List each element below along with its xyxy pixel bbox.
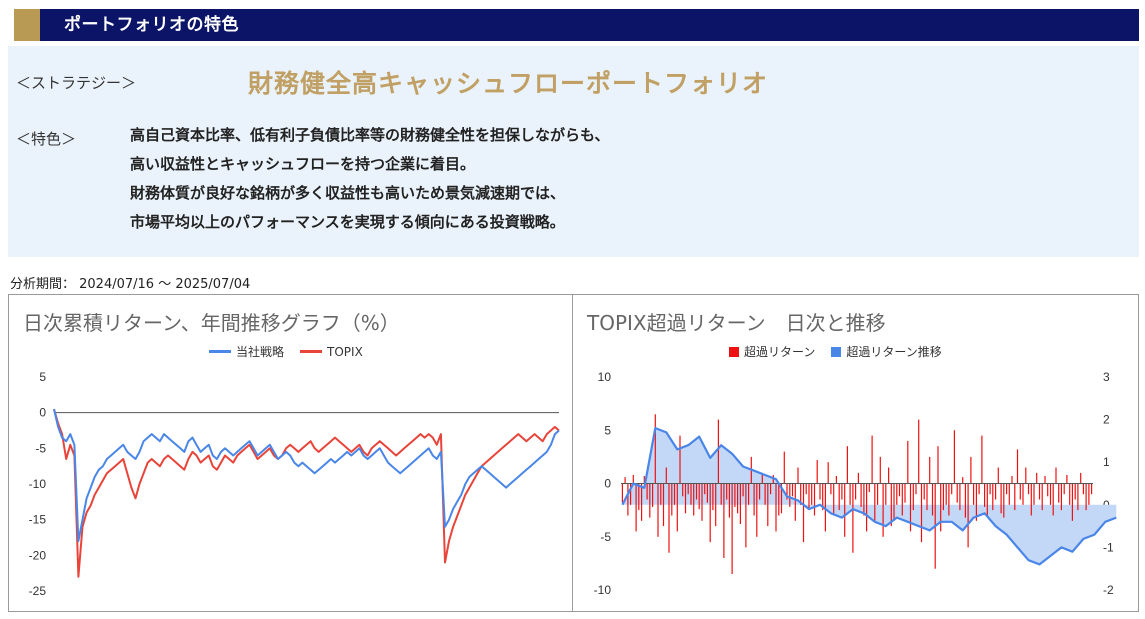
y-tick-label: -15 — [29, 513, 47, 527]
legend-swatch — [831, 346, 842, 357]
legend-item-topix: TOPIX — [300, 345, 363, 359]
y-tick-label: -20 — [29, 548, 47, 562]
cumulative-return-chart: 5 0 -5 -10 -15 -20 -25 日次累積リターン、年間推移グラフ（%） 当社戦… — [8, 294, 573, 612]
y-tick-label-right: 0 — [1103, 498, 1110, 512]
chart-title: TOPIX超過リターン 日次と推移 — [587, 311, 886, 335]
trend-line — [621, 427, 1117, 566]
y-tick-label: 5 — [39, 370, 46, 384]
feature-line: 高自己資本比率、低有利子負債比率等の財務健全性を担保しながらも、 — [130, 126, 610, 144]
y-tick-label-left: 10 — [598, 370, 612, 384]
features-label: ＜特色＞ — [16, 130, 77, 148]
y-tick-label-right: -2 — [1103, 583, 1114, 597]
cumulative-return-plot: 5 0 -5 -10 -15 -20 -25 — [29, 370, 560, 598]
legend-item-excess: 超過リターン — [729, 343, 815, 360]
legend-item-trend: 超過リターン推移 — [831, 343, 942, 360]
chart-title: 日次累積リターン、年間推移グラフ（%） — [23, 311, 400, 335]
legend-label: TOPIX — [327, 344, 363, 359]
feature-line: 高い収益性とキャッシュフローを持つ企業に着目。 — [130, 155, 476, 173]
y-tick-label-right: 1 — [1103, 455, 1110, 469]
analysis-period: 分析期間： 2024/07/16 ～ 2025/07/04 — [10, 277, 251, 292]
legend-label: 当社戦略 — [236, 345, 285, 359]
y-tick-label-right: 2 — [1103, 413, 1110, 427]
legend: 当社戦略 TOPIX — [209, 343, 379, 360]
y-tick-label-left: -10 — [594, 583, 612, 597]
legend-swatch — [729, 346, 739, 357]
info-panel: ＜ストラテジー＞ 財務健全高キャッシュフローポートフォリオ ＜特色＞ 高自己資本… — [8, 46, 1139, 257]
legend-swatch — [209, 350, 231, 353]
strategy-label: ＜ストラテジー＞ — [16, 74, 137, 92]
feature-line: 市場平均以上のパフォーマンスを実現する傾向にある投資戦略。 — [130, 213, 565, 231]
header-title: ポートフォリオの特色 — [64, 15, 239, 35]
feature-line: 財務体質が良好な銘柄が多く収益性も高いため景気減速期では、 — [130, 184, 566, 202]
y-tick-label: -5 — [35, 441, 46, 455]
y-tick-label-right: -1 — [1103, 540, 1114, 554]
y-tick-label: -10 — [29, 477, 47, 491]
header-accent — [14, 9, 40, 41]
series-line-topix — [53, 408, 560, 578]
strategy-name: 財務健全高キャッシュフローポートフォリオ — [248, 69, 769, 98]
header-bar: ポートフォリオの特色 — [14, 9, 1139, 41]
y-tick-label-left: 5 — [604, 423, 611, 437]
legend-swatch — [300, 350, 323, 353]
y-tick-label-right: 3 — [1103, 370, 1110, 384]
legend: 超過リターン 超過リターン推移 — [729, 343, 958, 360]
series-line-strategy — [53, 408, 560, 543]
y-tick-label-left: 0 — [604, 477, 611, 491]
feature-lines: 高自己資本比率、低有利子負債比率等の財務健全性を担保しながらも、 高い収益性とキ… — [130, 125, 610, 241]
y-tick-label: -25 — [29, 584, 47, 598]
legend-label: 超過リターン推移 — [846, 345, 942, 359]
y-tick-label-left: -5 — [600, 530, 611, 544]
legend-label: 超過リターン — [744, 345, 816, 359]
y-tick-label: 0 — [39, 406, 46, 420]
excess-return-chart: 10 5 0 -5 -10 3 2 1 0 -1 -2 TOPIX超過リターン 日次と推移 超過リタ… — [572, 294, 1139, 612]
legend-item-strategy: 当社戦略 — [209, 343, 284, 360]
